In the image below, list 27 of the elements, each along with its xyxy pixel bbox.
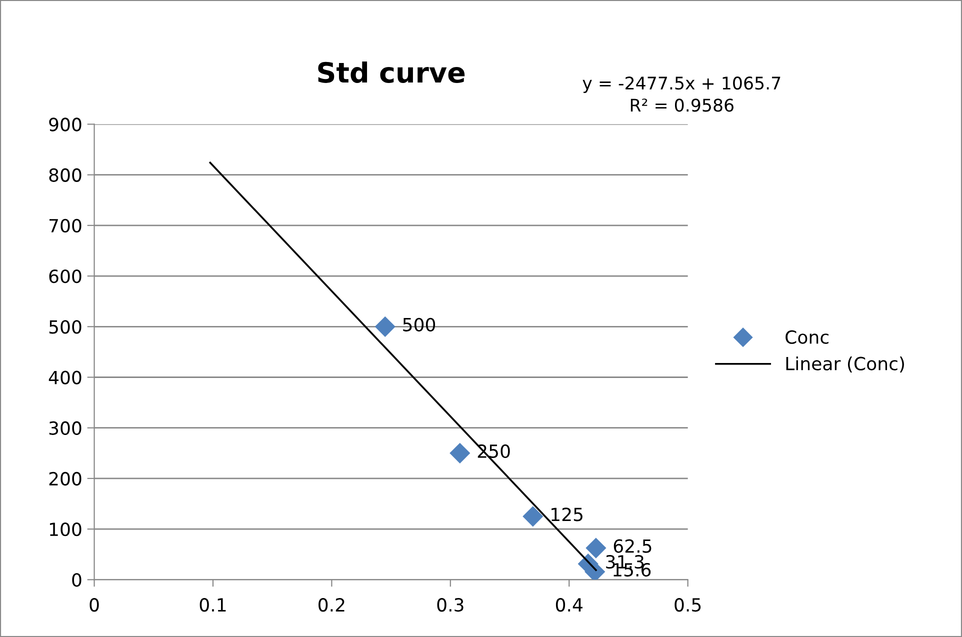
y-tick-label: 0 [72, 573, 82, 587]
data-label: 62.5 [614, 539, 652, 553]
x-tick-label: 0.1 [200, 598, 226, 612]
chart-title: Std curve [318, 61, 465, 83]
y-tick-label: 900 [49, 118, 82, 132]
point [374, 316, 396, 337]
point [586, 538, 606, 558]
x-tick-label: 0.3 [437, 598, 464, 612]
y-tick-label: 100 [50, 522, 82, 536]
x-tick-label: 0.2 [318, 598, 344, 612]
y-tick-label: 800 [49, 168, 82, 182]
y-tick-label: 300 [49, 421, 82, 435]
x-tick-label: 0 [90, 598, 99, 612]
text: y = -2477.5x + 1065.7 R² = 0.9586 [582, 76, 780, 112]
x-tick-label: 0.4 [556, 598, 582, 612]
data-label: 500 [403, 318, 436, 332]
point [522, 506, 544, 527]
y-tick-label: 700 [49, 218, 82, 233]
legend-label: Conc [786, 330, 828, 344]
data-label: 125 [552, 508, 582, 522]
x-tick-label: 0.5 [674, 598, 701, 612]
y-tick-label: 200 [49, 472, 82, 486]
legend-label: Linear (Conc) [786, 356, 904, 373]
y-tick-label: 600 [49, 269, 82, 284]
y-tick-label: 400 [48, 370, 82, 384]
point [450, 442, 470, 464]
y-tick-label: 500 [49, 320, 82, 334]
